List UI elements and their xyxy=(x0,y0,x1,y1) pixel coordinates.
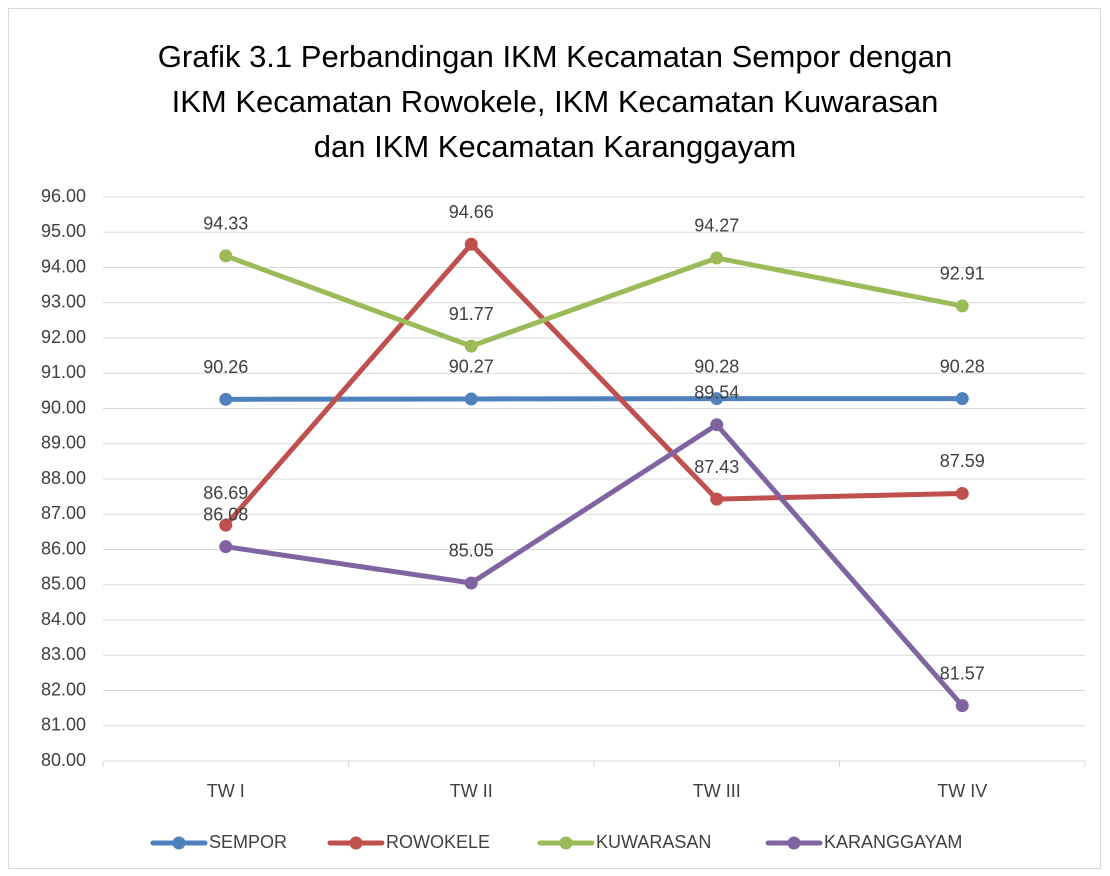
legend-marker xyxy=(559,836,573,850)
data-point xyxy=(464,576,478,590)
data-point xyxy=(710,392,724,406)
data-point xyxy=(464,339,478,353)
y-tick-label: 89.00 xyxy=(41,433,86,453)
y-tick-label: 91.00 xyxy=(41,362,86,382)
x-tick-label: TW I xyxy=(207,781,245,801)
data-point xyxy=(219,249,233,263)
legend-label: ROWOKELE xyxy=(386,832,490,852)
series-line xyxy=(223,241,965,528)
y-tick-label: 87.00 xyxy=(41,503,86,523)
y-tick-label: 81.00 xyxy=(41,715,86,735)
data-label: 94.66 xyxy=(449,202,494,222)
y-tick-label: 94.00 xyxy=(41,256,86,276)
data-point xyxy=(464,237,478,251)
y-tick-label: 82.00 xyxy=(41,679,86,699)
x-tick-label: TW II xyxy=(450,781,493,801)
legend-label: SEMPOR xyxy=(209,832,287,852)
data-point xyxy=(710,251,724,265)
data-label: 90.28 xyxy=(940,356,985,376)
data-label: 91.77 xyxy=(449,304,494,324)
data-label: 89.54 xyxy=(694,382,739,402)
data-label: 94.27 xyxy=(694,216,739,236)
series-line xyxy=(223,253,965,349)
data-label: 90.27 xyxy=(449,357,494,377)
y-tick-label: 80.00 xyxy=(41,750,86,770)
data-point xyxy=(710,418,724,432)
y-tick-label: 83.00 xyxy=(41,644,86,664)
x-tick-label: TW IV xyxy=(937,781,987,801)
y-tick-label: 90.00 xyxy=(41,397,86,417)
legend-marker xyxy=(349,836,363,850)
y-tick-label: 95.00 xyxy=(41,221,86,241)
data-point xyxy=(219,540,233,554)
y-tick-label: 96.00 xyxy=(41,186,86,206)
y-tick-label: 85.00 xyxy=(41,574,86,594)
y-tick-label: 88.00 xyxy=(41,468,86,488)
data-point xyxy=(219,392,233,406)
y-tick-label: 93.00 xyxy=(41,292,86,312)
data-label: 87.43 xyxy=(694,457,739,477)
data-label: 92.91 xyxy=(940,264,985,284)
series-line xyxy=(223,396,965,402)
data-point xyxy=(710,492,724,506)
data-point xyxy=(464,392,478,406)
data-label: 81.57 xyxy=(940,663,985,683)
data-point xyxy=(955,392,969,406)
y-tick-label: 92.00 xyxy=(41,327,86,347)
legend-label: KARANGGAYAM xyxy=(824,832,962,852)
y-tick-label: 86.00 xyxy=(41,538,86,558)
data-point xyxy=(955,486,969,500)
x-tick-label: TW III xyxy=(693,781,741,801)
legend-marker xyxy=(172,836,186,850)
data-label: 90.28 xyxy=(694,356,739,376)
data-label: 94.33 xyxy=(203,214,248,234)
data-point xyxy=(955,299,969,313)
data-label: 87.59 xyxy=(940,451,985,471)
data-label: 90.26 xyxy=(203,357,248,377)
data-label: 86.69 xyxy=(203,483,248,503)
legend-label: KUWARASAN xyxy=(596,832,711,852)
chart-border xyxy=(8,8,1101,869)
y-tick-label: 84.00 xyxy=(41,609,86,629)
data-label: 86.08 xyxy=(203,504,248,524)
data-label: 85.05 xyxy=(449,541,494,561)
data-point xyxy=(219,518,233,532)
chart-title: Grafik 3.1 Perbandingan IKM Kecamatan Se… xyxy=(157,39,953,164)
data-point xyxy=(955,699,969,713)
legend-marker xyxy=(787,836,801,850)
series-line xyxy=(223,422,965,709)
